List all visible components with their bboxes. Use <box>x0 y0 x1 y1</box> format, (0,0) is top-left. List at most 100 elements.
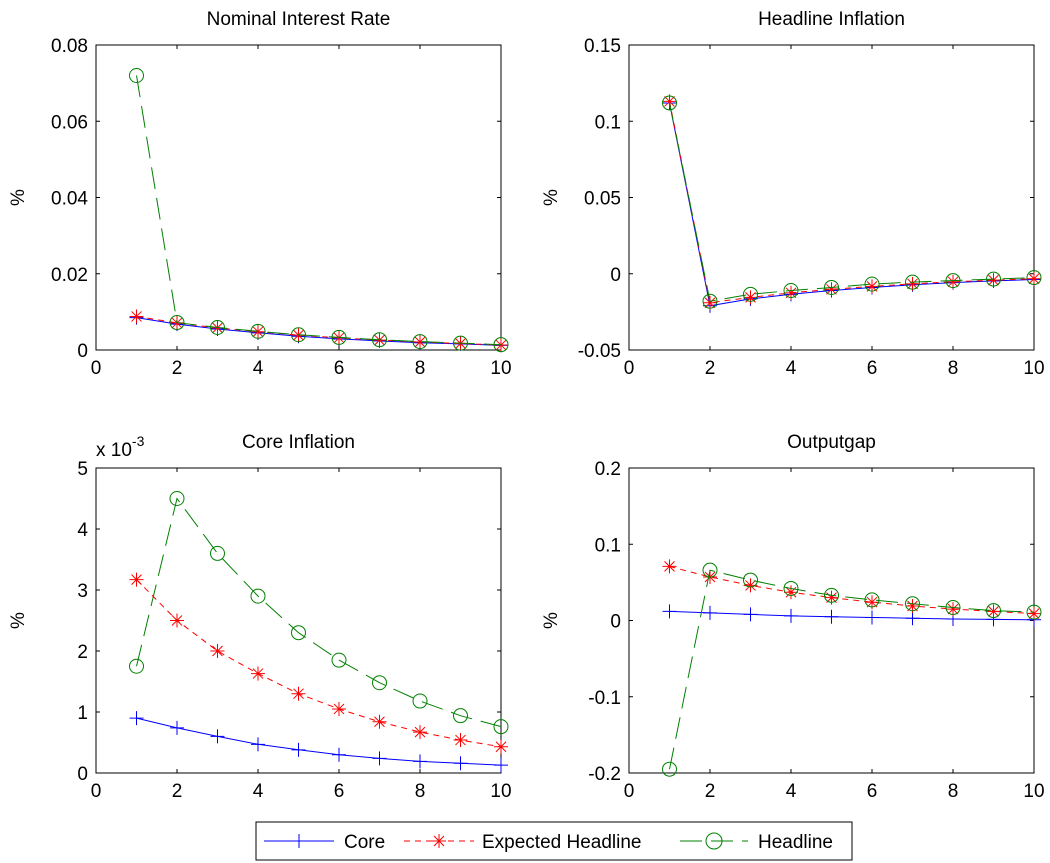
legend: Core Expected Headline Headline <box>255 821 853 861</box>
series-line-core <box>136 317 502 346</box>
data-point-circle <box>905 274 920 290</box>
x-tick-label: 0 <box>91 358 102 379</box>
data-point-star <box>1027 606 1041 621</box>
data-point-star <box>703 295 717 310</box>
data-point-star <box>865 279 879 294</box>
data-point-star <box>905 599 920 614</box>
y-tick-label: 0 <box>610 265 621 286</box>
data-point-star <box>662 559 677 574</box>
legend-plus-marker <box>292 834 306 848</box>
series-line-expected-headline <box>136 579 502 748</box>
data-point-circle <box>493 719 509 735</box>
chart-title: Outputgap <box>787 432 876 453</box>
y-tick-label: 0 <box>610 612 621 633</box>
legend-star-marker <box>432 834 446 848</box>
series-headline <box>662 95 1042 309</box>
data-point-star <box>743 290 758 305</box>
data-point-circle <box>169 491 185 506</box>
y-tick-label: 0.15 <box>584 36 621 57</box>
data-point-circle <box>250 323 266 339</box>
data-point-circle <box>331 329 347 345</box>
data-point-plus <box>210 729 225 744</box>
data-point-star <box>129 309 144 324</box>
series-core <box>129 711 508 773</box>
legend-label-headline: Headline <box>758 832 833 853</box>
y-tick-label: -0.2 <box>588 764 621 785</box>
chart-panel-outputgap: Outputgap 0 2 4 6 8 10 -0.2 -0.1 0 0.1 0.2% <box>541 432 1045 802</box>
y-tick-label: 4 <box>77 520 88 541</box>
x-tick-label: 10 <box>490 358 511 379</box>
data-point-plus <box>332 747 346 762</box>
x-tick-label: 0 <box>624 781 635 802</box>
series-headline <box>129 491 509 735</box>
y-tick-label: 0.05 <box>584 189 621 210</box>
data-point-circle <box>824 279 839 295</box>
data-point-star <box>413 725 427 740</box>
series-line-headline <box>136 497 502 728</box>
y-tick-label: 0.1 <box>595 112 621 133</box>
x-tick-label: 4 <box>253 358 264 379</box>
y-axis-exponent: x 10-3 <box>96 433 145 461</box>
data-point-plus <box>291 742 306 757</box>
data-point-star <box>824 590 839 605</box>
data-point-circle <box>169 315 185 331</box>
data-point-circle <box>331 652 347 668</box>
data-point-star <box>784 285 798 300</box>
data-point-circle <box>1026 270 1042 286</box>
x-tick-label: 10 <box>1023 781 1044 802</box>
y-axis-label: % <box>541 612 562 629</box>
data-point-circle <box>291 327 306 343</box>
x-tick-label: 4 <box>786 358 797 379</box>
data-point-star <box>372 714 387 729</box>
data-point-plus <box>824 609 839 624</box>
y-tick-label: 0.04 <box>51 189 88 210</box>
x-tick-label: 2 <box>172 358 183 379</box>
x-tick-label: 8 <box>948 358 959 379</box>
data-point-star <box>986 273 1001 288</box>
series-headline <box>129 68 509 353</box>
legend-entry-core: Core <box>264 832 385 853</box>
data-point-circle <box>864 276 880 292</box>
legend-box <box>255 821 853 861</box>
data-point-star <box>494 739 508 754</box>
data-point-circle <box>783 580 799 596</box>
data-point-circle <box>864 592 880 608</box>
data-point-star <box>784 585 798 600</box>
data-point-star <box>662 94 677 109</box>
data-point-circle <box>702 562 718 578</box>
data-point-circle <box>702 293 718 309</box>
series-core <box>662 604 1041 627</box>
data-point-star <box>210 644 225 658</box>
x-tick-label: 10 <box>1023 358 1044 379</box>
data-point-plus <box>703 605 717 620</box>
data-point-circle <box>453 335 468 351</box>
series-line-expected-headline <box>669 101 1035 304</box>
data-point-star <box>413 334 427 349</box>
x-tick-label: 4 <box>253 781 264 802</box>
y-axis-label: % <box>541 189 562 206</box>
legend-label-core: Core <box>344 832 385 853</box>
y-axis-label: % <box>8 612 29 629</box>
data-point-circle <box>412 334 428 350</box>
axes-frame <box>628 44 1035 351</box>
y-axis-label: % <box>8 189 29 206</box>
data-point-plus <box>453 756 468 771</box>
legend-entry-headline: Headline <box>680 832 833 853</box>
data-point-plus <box>251 737 265 752</box>
data-point-circle <box>453 708 468 724</box>
series-headline <box>662 562 1042 777</box>
chart-panel-nominal-interest-rate: Nominal Interest Rate 0 2 4 6 8 10 0 0.02 0.04 0.0… <box>8 9 512 379</box>
data-point-star <box>905 276 920 291</box>
data-point-circle <box>945 600 961 616</box>
data-point-star <box>1027 271 1041 286</box>
y-tick-label: 5 <box>77 459 88 480</box>
y-tick-label: 0.06 <box>51 112 88 133</box>
data-point-circle <box>783 283 799 299</box>
y-tick-label: 3 <box>77 581 88 602</box>
series-line-core <box>669 610 1035 621</box>
data-point-circle <box>743 572 758 588</box>
x-tick-label: 6 <box>334 358 345 379</box>
